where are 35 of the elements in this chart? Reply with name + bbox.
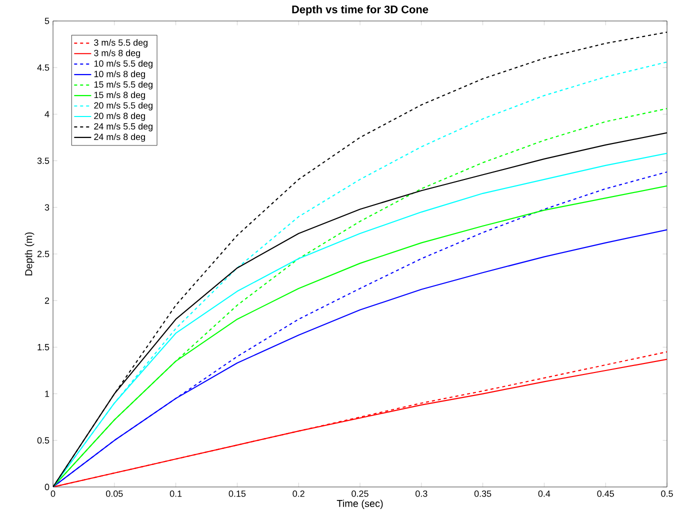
y-tick-label: 2 <box>44 297 50 304</box>
legend-label: 20 m/s 8 deg <box>94 112 145 121</box>
x-tick-label: 0.15 <box>228 490 246 497</box>
y-tick-label: 0 <box>44 484 50 490</box>
x-tick-label: 0.1 <box>170 490 182 497</box>
y-tick-label: 0.5 <box>37 437 50 444</box>
legend-label: 20 m/s 5.5 deg <box>94 102 152 110</box>
x-tick-label: 0 <box>50 490 56 497</box>
x-axis-title: Time (sec) <box>336 500 383 509</box>
legend-label: 10 m/s 5.5 deg <box>94 60 152 68</box>
legend-label: 3 m/s 8 deg <box>94 50 140 58</box>
y-axis-title: Depth (m) <box>24 232 34 276</box>
legend-label: 15 m/s 8 deg <box>94 92 145 100</box>
x-tick-label: 0.3 <box>416 490 428 497</box>
legend-label: 15 m/s 5.5 deg <box>94 81 152 90</box>
y-tick-label: 4.5 <box>37 64 50 71</box>
chart-title: Depth vs time for 3D Cone <box>292 5 428 16</box>
legend-label: 24 m/s 8 deg <box>94 133 145 142</box>
legend-label: 3 m/s 5.5 deg <box>94 39 148 48</box>
y-tick-label: 5 <box>44 18 50 24</box>
legend-label: 24 m/s 5.5 deg <box>94 122 152 132</box>
y-tick-label: 1.5 <box>38 344 50 350</box>
x-tick-label: 0.25 <box>352 490 368 497</box>
y-tick-label: 3 <box>44 204 50 211</box>
y-tick-label: 4 <box>44 111 50 118</box>
x-tick-label: 0.4 <box>538 490 550 497</box>
y-tick-label: 2.5 <box>37 250 50 258</box>
x-tick-label: 0.5 <box>661 490 673 497</box>
y-tick-label: 3.5 <box>37 158 50 164</box>
x-tick-label: 0.35 <box>474 490 492 497</box>
y-tick-label: 1 <box>45 390 50 397</box>
x-tick-label: 0.05 <box>106 490 123 497</box>
x-tick-label: 0.45 <box>597 490 614 497</box>
legend-label: 10 m/s 8 deg <box>94 70 145 79</box>
x-tick-label: 0.2 <box>292 490 304 497</box>
